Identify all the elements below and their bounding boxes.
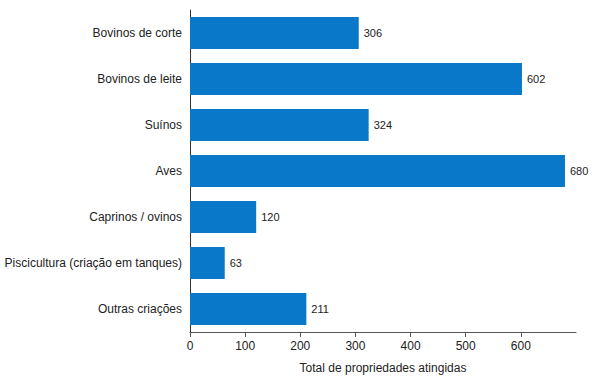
svg-text:680: 680 xyxy=(570,165,588,177)
svg-text:63: 63 xyxy=(230,257,242,269)
svg-text:120: 120 xyxy=(261,211,279,223)
svg-text:Total de propriedades atingida: Total de propriedades atingidas xyxy=(300,361,467,375)
svg-text:211: 211 xyxy=(311,303,329,315)
svg-text:324: 324 xyxy=(374,119,392,131)
svg-text:400: 400 xyxy=(401,339,421,353)
svg-text:Aves: Aves xyxy=(156,164,182,178)
svg-text:300: 300 xyxy=(345,339,365,353)
svg-text:Piscicultura (criação em tanqu: Piscicultura (criação em tanques) xyxy=(5,256,182,270)
svg-text:602: 602 xyxy=(527,73,545,85)
svg-text:306: 306 xyxy=(364,27,382,39)
svg-text:Outras criações: Outras criações xyxy=(98,302,182,316)
svg-text:Suínos: Suínos xyxy=(145,118,182,132)
svg-text:Caprinos / ovinos: Caprinos / ovinos xyxy=(89,210,182,224)
svg-text:500: 500 xyxy=(456,339,476,353)
svg-text:600: 600 xyxy=(511,339,531,353)
svg-text:100: 100 xyxy=(235,339,255,353)
svg-text:Bovinos de leite: Bovinos de leite xyxy=(97,72,182,86)
svg-text:200: 200 xyxy=(290,339,310,353)
svg-text:0: 0 xyxy=(187,339,194,353)
svg-text:Bovinos de corte: Bovinos de corte xyxy=(93,26,183,40)
